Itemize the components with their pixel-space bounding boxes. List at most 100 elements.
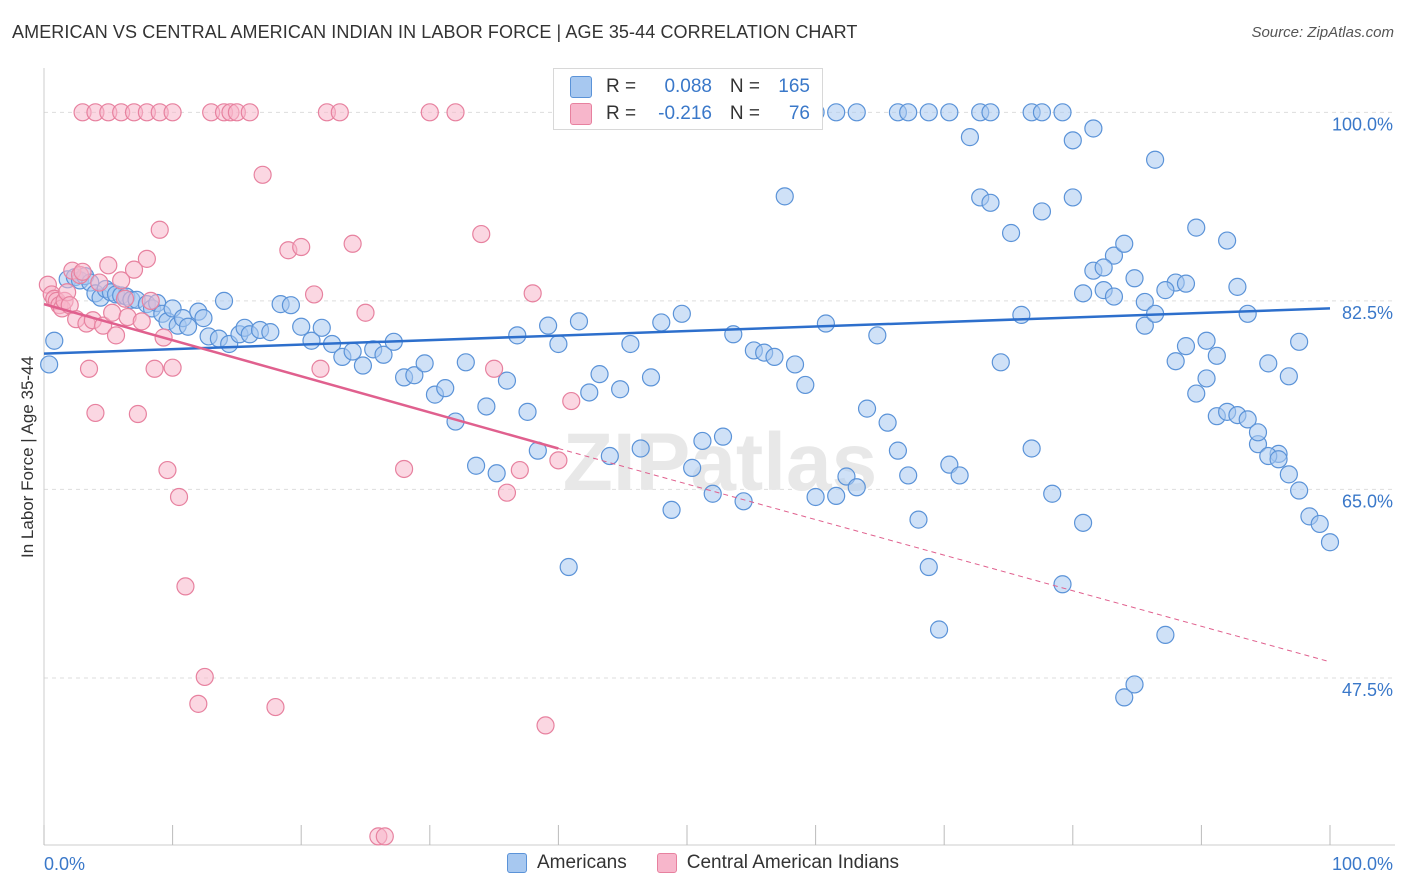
americans-point [569,312,589,331]
central-american-indians-point [523,284,542,303]
americans-point [991,353,1010,372]
americans-point [1310,514,1329,534]
central-american-indians-point [549,451,568,470]
central-american-indians-point [86,403,105,423]
legend-item-central-american-indians[interactable]: Central American Indians [656,852,899,874]
americans-point [353,356,373,375]
americans-point [1228,277,1247,296]
central-american-indians-point [343,234,362,253]
americans-point [611,380,630,399]
americans-point [559,557,578,577]
americans-point [415,354,434,373]
central-american-indians-point [266,697,285,717]
americans-point [1053,575,1072,594]
legend-label-americans: Americans [536,852,627,873]
americans-point [693,431,712,451]
americans-point [857,399,877,418]
americans-point [1094,258,1113,277]
americans-point [713,427,733,446]
americans-trend-line [43,307,1331,355]
americans-point [1063,131,1082,150]
americans-point [847,478,866,497]
y-tick-label: 82.5% [1342,303,1393,323]
r-value: 0.088 [664,76,712,97]
americans-point [1001,223,1021,243]
americans-point [909,510,928,529]
americans-point [1290,481,1309,500]
americans-point [621,334,640,354]
central-american-indians-point [128,404,147,424]
central-american-indians-point [90,273,109,292]
americans-point [1043,484,1062,503]
americans-point [765,347,784,367]
americans-point [1290,332,1309,351]
americans-point [960,128,980,147]
americans-point [312,318,331,337]
source-label: Source: ZipAtlas.com [1251,24,1394,41]
americans-point [950,466,969,485]
central-american-indians-point [115,289,135,308]
americans-point [1187,218,1206,237]
americans-point [1012,305,1031,324]
americans-point [806,487,825,507]
americans-point [1104,246,1124,265]
americans-point [374,345,393,364]
americans-point [1125,269,1144,288]
y-tick-label: 100.0% [1332,114,1393,134]
americans-point [600,446,619,466]
americans-point [477,397,496,416]
americans-point [796,375,815,395]
central-american-indians-point [330,103,349,122]
americans-point [590,365,609,384]
americans-point [1032,202,1052,221]
central-american-indians-point [124,260,144,279]
central-american-indians-point [311,359,330,378]
americans-point [1156,281,1175,300]
americans-point [1125,675,1144,694]
americans-point [1259,354,1278,373]
americans-point [292,317,311,336]
americans-point [672,304,691,323]
central-american-indians-point [158,460,177,480]
y-tick-label: 65.0% [1342,491,1393,511]
central-american-indians-point [169,487,189,507]
americans-point [1073,513,1093,532]
americans-point [775,187,794,206]
axes [43,68,1395,846]
americans-point [940,103,959,122]
americans-point [1197,331,1216,350]
central-american-indians-point [446,103,465,122]
trend-lines [43,302,1331,663]
stats-row-americans: R = 0.088 N = 165 [570,74,810,100]
americans-point [1176,337,1196,356]
legend-item-americans[interactable]: Americans [506,852,627,874]
central-american-indians-point [472,224,491,244]
americans-point [847,103,866,122]
stats-row-central-american-indians: R = -0.216 N = 76 [570,101,810,127]
americans-point [652,313,671,332]
central-american-indians-point [536,716,555,735]
central-american-indians-point [79,359,99,378]
americans-point [1135,316,1154,335]
central-american-indians-point [145,359,164,378]
central-american-indians-point [394,459,414,479]
central-american-indians-point [562,391,581,411]
n-label: N = [729,76,760,97]
americans-point [1084,119,1103,138]
central-american-indians-trend-extension [558,448,1331,663]
americans-point [1022,439,1041,458]
y-tick-label: 47.5% [1342,680,1393,700]
americans-point [981,193,1000,212]
americans-point [1166,352,1185,371]
americans-point [1320,533,1340,552]
americans-point [261,323,280,342]
americans-point [539,316,558,335]
central-american-indians-trend-line [43,302,559,450]
americans-point [1187,384,1206,403]
americans-point [1104,287,1124,306]
r-value: -0.216 [658,103,712,124]
americans-point [194,309,213,328]
americans-point [888,441,908,460]
americans-legend-swatch [506,853,527,873]
central-american-indians-point [485,359,504,378]
